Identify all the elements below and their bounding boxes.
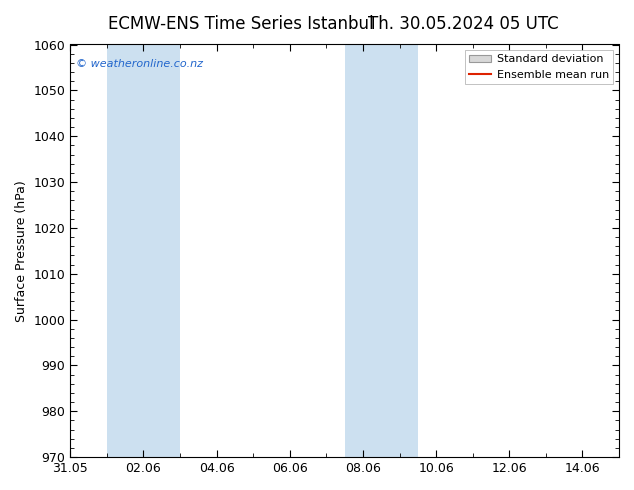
Bar: [107, 45, 180, 457]
Text: © weatheronline.co.nz: © weatheronline.co.nz: [76, 59, 203, 69]
Legend: Standard deviation, Ensemble mean run: Standard deviation, Ensemble mean run: [465, 50, 614, 84]
Text: ECMW-ENS Time Series Istanbul: ECMW-ENS Time Series Istanbul: [108, 15, 373, 33]
Y-axis label: Surface Pressure (hPa): Surface Pressure (hPa): [15, 180, 28, 322]
Text: Th. 30.05.2024 05 UTC: Th. 30.05.2024 05 UTC: [368, 15, 558, 33]
Bar: [345, 45, 418, 457]
